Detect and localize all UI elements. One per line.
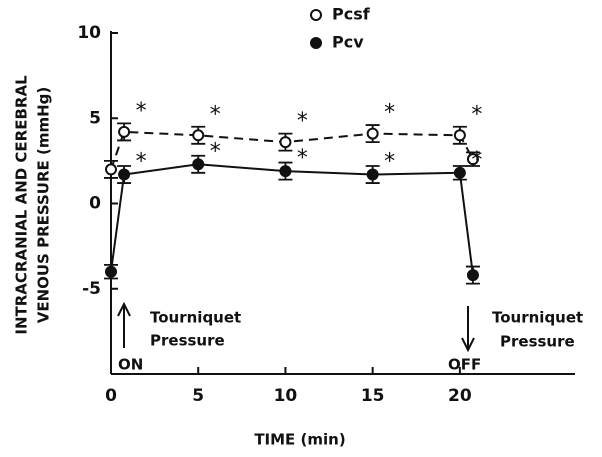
annotation: Tourniquet (150, 309, 241, 327)
x-tick-label: 5 (192, 386, 204, 406)
annotation: Pressure (500, 333, 575, 351)
data-point (453, 129, 466, 142)
data-point (366, 168, 379, 181)
data-point (453, 166, 466, 179)
data-point (466, 153, 479, 166)
data-point (466, 269, 479, 282)
significance-mark: * (384, 101, 395, 126)
annotation: ON (118, 356, 143, 374)
annotation: Pressure (150, 332, 225, 350)
data-point (279, 165, 292, 178)
arrow (117, 301, 131, 348)
significance-mark: * (384, 150, 395, 175)
legend-marker (310, 9, 322, 21)
annotation: Tourniquet (492, 309, 583, 327)
x-tick-label: 15 (361, 386, 385, 406)
y-tick-label: 10 (77, 23, 101, 43)
significance-mark: * (297, 146, 308, 171)
y-axis-label: INTRACRANIAL AND CEREBRAL (13, 75, 31, 335)
data-point (279, 136, 292, 149)
x-tick-label: 10 (274, 386, 298, 406)
significance-mark: * (136, 99, 147, 124)
y-tick-label: 5 (89, 108, 101, 128)
legend-label: Pcv (332, 33, 364, 52)
y-axis-label: VENOUS PRESSURE (mmHg) (35, 87, 53, 324)
series-line (110, 163, 474, 276)
data-point (366, 127, 379, 140)
x-tick-label: 0 (105, 386, 117, 406)
data-point (118, 168, 131, 181)
y-tick-label: 0 (89, 194, 101, 214)
significance-mark: * (471, 148, 482, 173)
x-tick-label: 20 (448, 386, 472, 406)
y-tick-label: -5 (82, 279, 101, 299)
significance-mark: * (471, 102, 482, 127)
legend-label: Pcsf (332, 5, 371, 24)
data-point (118, 125, 131, 138)
data-point (105, 163, 117, 176)
significance-mark: * (297, 109, 308, 134)
data-point (105, 265, 117, 278)
legend-marker (310, 37, 322, 49)
annotation: OFF (448, 356, 481, 374)
significance-mark: * (210, 139, 221, 164)
data-point (192, 158, 205, 171)
data-point (192, 129, 205, 142)
significance-mark: * (210, 102, 221, 127)
x-axis-label: TIME (min) (254, 431, 345, 449)
arrow (461, 306, 475, 353)
significance-mark: * (136, 150, 147, 175)
